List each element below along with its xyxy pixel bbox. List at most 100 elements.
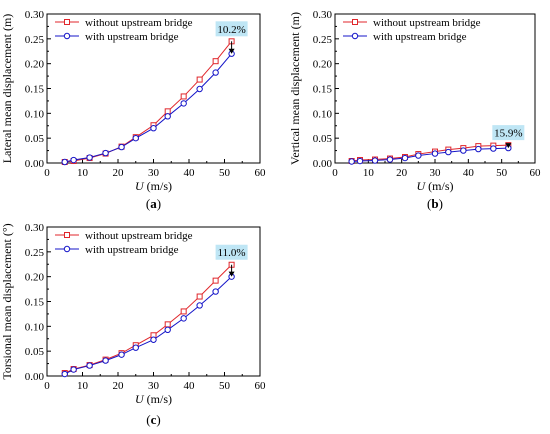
data-point-with <box>212 69 219 76</box>
data-point-with <box>386 156 394 163</box>
annotation-box <box>215 21 248 37</box>
series-line-without <box>64 264 232 374</box>
x-tick-label: 60 <box>255 380 267 392</box>
annotation-arrow-head <box>228 271 235 277</box>
y-axis-label: Vertical mean displacement (m) <box>288 12 302 165</box>
chart-panel-c: 0 10 20 30 40 50 60 0.00 0.05 0.10 0.15 0.20 0.25 0.3… <box>0 222 266 427</box>
data-point-without <box>196 76 203 83</box>
y-tick-label: 0.00 <box>25 158 45 170</box>
data-point-with <box>86 154 93 161</box>
y-axis-label: Torsional mean displacement (°) <box>0 223 14 379</box>
data-point-with <box>371 157 379 164</box>
data-point-with <box>180 315 187 322</box>
data-point-with <box>348 158 355 165</box>
annotation-arrow-head <box>505 143 512 149</box>
x-axis-label-unit: (m/s) <box>144 392 172 406</box>
legend-label: without upstream bridge <box>85 230 193 242</box>
annotation-label: 15.9% <box>494 128 522 140</box>
data-point-with <box>102 357 109 364</box>
panel-label: (c) <box>146 412 160 427</box>
legend-label: with upstream bridge <box>85 31 179 43</box>
data-point-with <box>118 143 125 151</box>
x-tick-label: 0 <box>44 167 50 179</box>
x-tick-label: 10 <box>77 380 89 392</box>
data-point-with <box>86 362 93 369</box>
panel-label-letter: a <box>150 196 157 211</box>
panel-label-close-paren: ) <box>157 196 161 211</box>
data-point-with <box>431 150 439 157</box>
y-tick-label: 0.15 <box>25 297 45 309</box>
annotation-label: 11.0% <box>218 247 246 259</box>
legend-label: without upstream bridge <box>85 17 193 29</box>
data-point-with <box>164 326 171 334</box>
data-point-with <box>150 336 157 343</box>
data-point-with <box>70 366 77 373</box>
x-tick-label: 50 <box>219 380 231 392</box>
y-tick-label: 0.25 <box>313 34 333 46</box>
data-point-without <box>212 58 219 65</box>
data-point-with <box>180 100 187 107</box>
data-point-with <box>61 158 68 166</box>
x-tick-label: 30 <box>148 380 160 392</box>
series-line-with <box>64 53 232 163</box>
data-point-with <box>212 288 219 295</box>
panel-label-close-paren: ) <box>439 196 443 211</box>
annotation-arrow-head <box>228 48 235 54</box>
panel-label-close-paren: ) <box>156 412 160 427</box>
data-point-with <box>490 145 497 152</box>
y-tick-label: 0.20 <box>313 59 333 71</box>
x-axis-label-variable: U <box>416 179 426 193</box>
data-point-without <box>196 293 203 300</box>
panel-label-open-paren: ( <box>146 412 150 427</box>
annotation-box <box>492 125 525 141</box>
data-point-with <box>445 148 452 156</box>
data-point-with <box>356 157 364 165</box>
x-tick-label: 20 <box>113 167 125 179</box>
y-tick-label: 0.30 <box>25 9 45 21</box>
y-tick-label: 0.05 <box>25 133 45 145</box>
data-point-without <box>164 108 171 115</box>
x-tick-label: 10 <box>77 167 89 179</box>
annotation-box <box>215 244 248 260</box>
x-axis-label-unit: (m/s) <box>144 179 172 193</box>
y-tick-label: 0.00 <box>25 371 45 383</box>
legend-marker-square <box>64 19 70 25</box>
x-axis-label-variable: U <box>135 179 145 193</box>
data-point-with <box>415 152 422 159</box>
x-tick-label: 50 <box>219 167 231 179</box>
legend-marker-circle <box>63 245 71 253</box>
y-tick-label: 0.05 <box>313 133 333 145</box>
panel-label: (b) <box>427 196 443 211</box>
panel-label-open-paren: ( <box>146 196 150 211</box>
series-line-with <box>64 276 232 375</box>
panel-label-letter: b <box>431 196 438 211</box>
data-point-with <box>150 125 157 132</box>
annotation-label: 10.2% <box>217 24 245 36</box>
panel-label-open-paren: ( <box>427 196 431 211</box>
y-tick-label: 0.20 <box>25 272 45 284</box>
data-point-with <box>401 154 409 162</box>
x-tick-label: 0 <box>332 167 338 179</box>
legend-marker-square <box>352 19 358 25</box>
y-tick-label: 0.25 <box>25 247 45 259</box>
y-tick-label: 0.25 <box>25 34 45 46</box>
chart-panel-b: 0 10 20 30 40 50 60 0.00 0.05 0.10 0.15 0.20 0.25 0.3… <box>288 9 541 211</box>
x-axis-label: U (m/s) <box>135 392 172 406</box>
data-point-with <box>196 85 203 93</box>
data-point-with <box>132 134 139 142</box>
x-axis-label: U (m/s) <box>135 179 172 193</box>
series-line-without <box>64 41 232 163</box>
x-tick-label: 40 <box>463 167 475 179</box>
data-point-with <box>61 370 68 378</box>
x-tick-label: 40 <box>184 167 196 179</box>
panel-label: (a) <box>146 196 161 211</box>
data-point-with <box>102 149 109 157</box>
y-tick-label: 0.10 <box>25 321 45 333</box>
data-point-with <box>70 156 77 164</box>
data-point-without <box>164 321 171 328</box>
y-tick-label: 0.10 <box>25 108 45 120</box>
x-tick-label: 40 <box>184 380 196 392</box>
y-tick-label: 0.30 <box>313 9 333 21</box>
data-point-without <box>180 93 187 100</box>
